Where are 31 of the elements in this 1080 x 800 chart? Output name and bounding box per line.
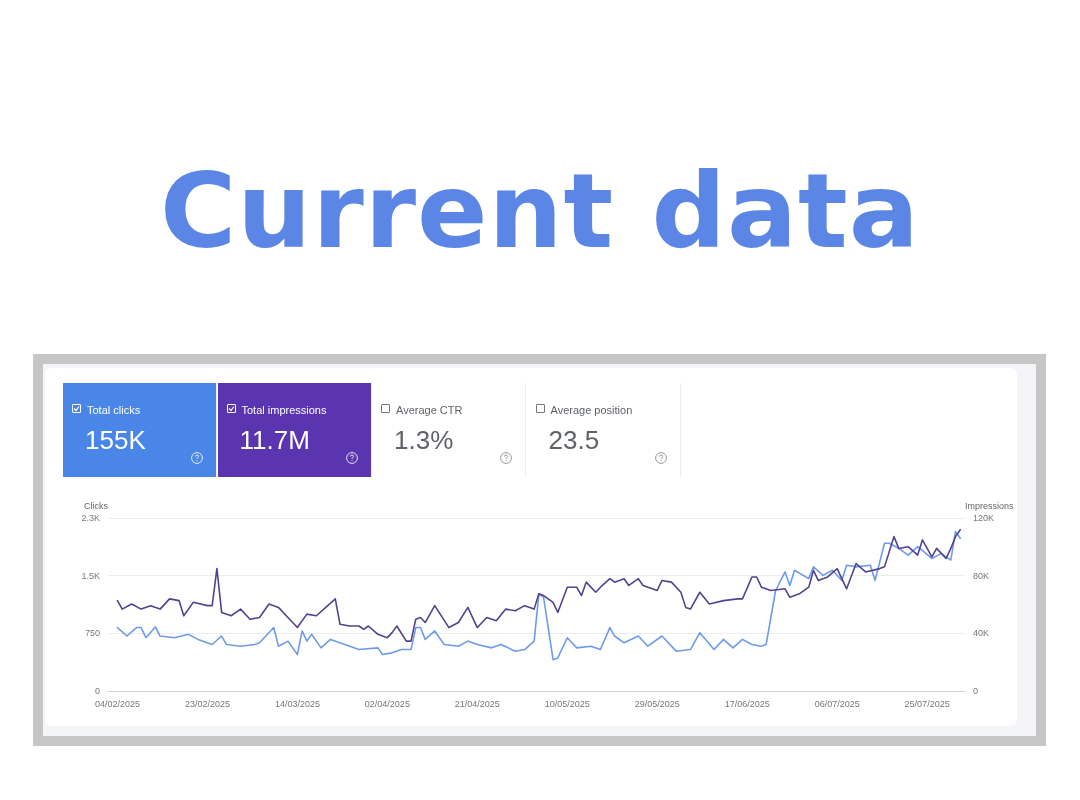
text: 1.3%: [394, 425, 454, 456]
x-tick-label: 10/05/2025: [544, 698, 590, 709]
text: Average position: [550, 404, 633, 416]
line-series: [116, 530, 962, 661]
x-tick-label: 25/07/2025: [904, 698, 950, 709]
x-tick-label: 06/07/2025: [814, 698, 860, 709]
text: 155K: [85, 425, 146, 456]
x-tick-label: 21/04/2025: [454, 698, 500, 709]
text: Current data: [159, 150, 921, 272]
x-tick-label: 14/03/2025: [274, 698, 320, 709]
y-axis-title: Clicks: [84, 500, 109, 511]
y2-tick-label: 80K: [973, 570, 990, 581]
text: Total clicks: [87, 404, 141, 416]
y2-tick-label: 40K: [973, 628, 990, 639]
y-tick-label: 1.5K: [81, 570, 100, 581]
text: Total impressions: [241, 404, 327, 416]
x-tick-label: 02/04/2025: [364, 698, 410, 709]
x-tick-label: 29/05/2025: [634, 698, 680, 709]
y2-tick-label: 0: [973, 686, 979, 696]
line-series: [116, 529, 962, 642]
x-tick-label: 17/06/2025: [724, 698, 770, 709]
x-tick-label: 04/02/2025: [94, 698, 140, 709]
y-tick-label: 0: [94, 686, 100, 696]
y2-axis-title: Impressions: [965, 500, 1015, 511]
y2-tick-label: 120K: [973, 513, 995, 523]
y-tick-label: 2.3K: [81, 513, 100, 523]
y-tick-label: 750: [84, 628, 100, 639]
text: Average CTR: [396, 404, 463, 416]
text: 11.7M: [239, 425, 310, 456]
x-tick-label: 23/02/2025: [184, 698, 230, 709]
text: 23.5: [548, 425, 600, 456]
